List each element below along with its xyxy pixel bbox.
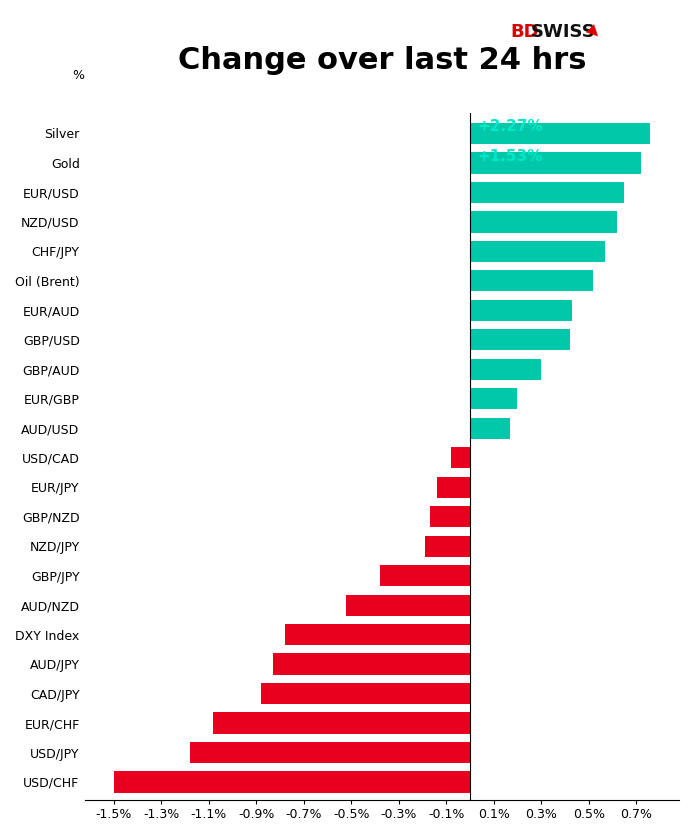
Text: BD: BD	[510, 23, 539, 41]
Bar	[470, 329, 570, 350]
Bar	[214, 712, 470, 734]
Text: %: %	[73, 69, 85, 82]
Bar	[189, 742, 470, 763]
Bar	[470, 241, 605, 262]
Bar	[273, 654, 470, 675]
Text: ▶: ▶	[584, 23, 603, 42]
Bar	[114, 772, 470, 793]
Text: +1.53%: +1.53%	[477, 149, 543, 164]
Bar	[470, 359, 541, 380]
Bar	[285, 624, 470, 645]
Bar	[470, 123, 650, 144]
Bar	[470, 181, 625, 203]
Text: SWISS: SWISS	[531, 23, 595, 41]
Bar	[380, 565, 470, 586]
Bar	[437, 477, 470, 497]
Bar	[470, 212, 617, 232]
Bar	[451, 447, 470, 468]
Bar	[470, 300, 572, 321]
Bar	[470, 152, 641, 174]
Bar	[430, 506, 470, 528]
Bar	[470, 270, 593, 292]
Bar	[261, 683, 470, 704]
Bar	[346, 594, 470, 616]
Text: Change over last 24 hrs: Change over last 24 hrs	[178, 46, 586, 75]
Text: +2.27%: +2.27%	[477, 120, 543, 135]
Bar	[470, 418, 510, 439]
Bar	[425, 536, 470, 557]
Bar	[470, 388, 518, 410]
